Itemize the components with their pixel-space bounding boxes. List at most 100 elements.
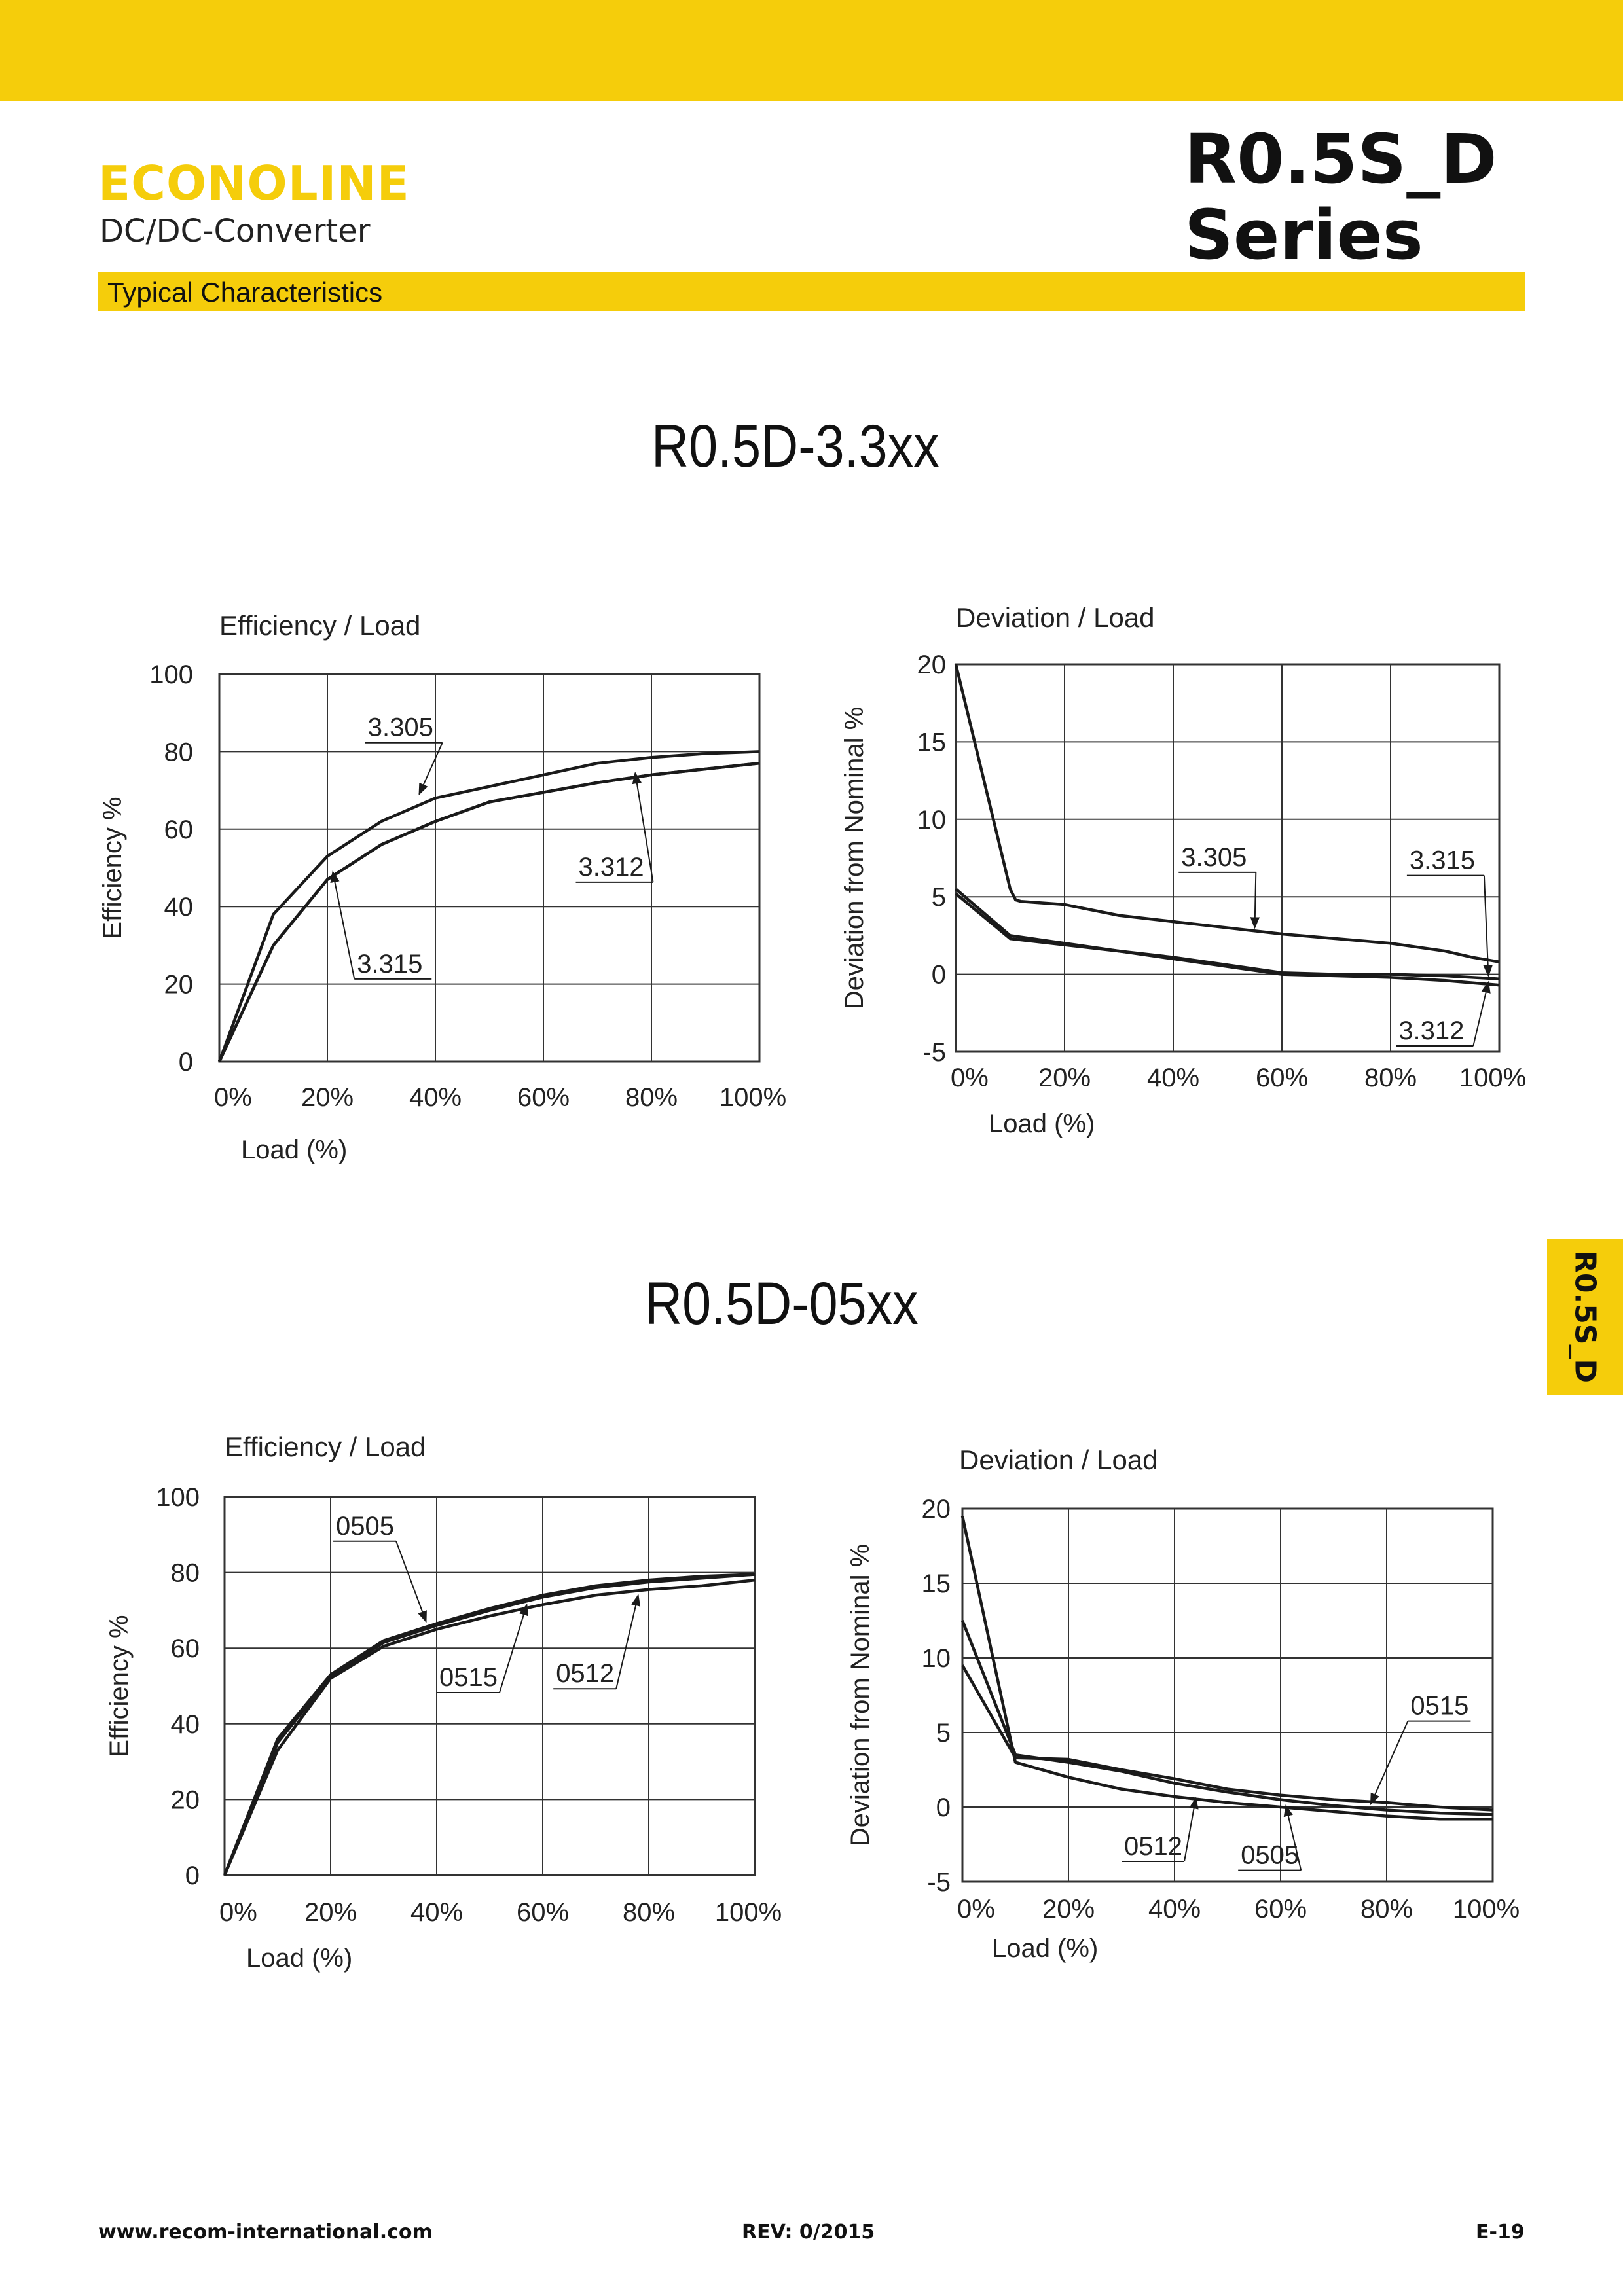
- annotation-arrow: [1483, 875, 1493, 977]
- y-tick-label: 100: [149, 660, 193, 689]
- y-axis-label: Efficiency %: [105, 1615, 134, 1757]
- annotation-arrow: [1250, 872, 1260, 929]
- x-tick-label: 80%: [1360, 1895, 1413, 1924]
- series-line-3.305: [954, 664, 1500, 963]
- y-tick-label: 60: [171, 1634, 200, 1663]
- series-line-0515: [223, 1578, 756, 1876]
- annotation-label: 3.305: [1181, 843, 1247, 872]
- x-tick-label: 0%: [951, 1064, 989, 1092]
- annotation-arrow: [330, 870, 356, 980]
- annotation-label: 0515: [1410, 1692, 1468, 1721]
- x-tick-label: 60%: [517, 1898, 569, 1927]
- x-tick-label: 40%: [1148, 1895, 1201, 1924]
- x-axis-label: Load (%): [246, 1944, 352, 1973]
- x-tick-label: 80%: [1364, 1064, 1417, 1092]
- x-tick-label: 0%: [219, 1898, 257, 1927]
- y-axis-label: Deviation from Nominal %: [846, 1544, 875, 1846]
- x-tick-label: 20%: [1038, 1064, 1091, 1092]
- x-tick-label: 80%: [625, 1083, 678, 1112]
- x-tick-label: 100%: [720, 1083, 786, 1112]
- annotation-label: 0505: [1241, 1841, 1299, 1870]
- annotation-label: 0512: [1124, 1832, 1182, 1861]
- y-tick-label: 10: [917, 806, 947, 834]
- footer-website[interactable]: www.recom-international.com: [98, 2221, 433, 2244]
- y-tick-label: 5: [936, 1719, 951, 1748]
- x-axis-label: Load (%): [241, 1136, 347, 1164]
- series-title: R0.5S_D Series: [1184, 121, 1525, 273]
- y-tick-label: 0: [932, 961, 946, 990]
- plot-frame: [223, 1496, 756, 1876]
- side-tab[interactable]: R0.5S_D: [1547, 1239, 1623, 1395]
- y-tick-label: 0: [936, 1793, 951, 1822]
- series-line-3.315: [217, 761, 760, 1062]
- annotation-label: 0512: [556, 1659, 614, 1688]
- product-type: DC/DC-Converter: [100, 213, 371, 249]
- annotation-arrow: [1472, 980, 1491, 1047]
- footer-revision: REV: 0/2015: [742, 2221, 875, 2244]
- series-line-3.315: [955, 892, 1500, 980]
- annotation-arrow: [1370, 1721, 1409, 1806]
- series-line-0512: [223, 1573, 756, 1876]
- annotation-arrow: [395, 1541, 427, 1623]
- model-title-05: R0.5D-05xx: [645, 1270, 919, 1337]
- model-title-3v3: R0.5D-3.3xx: [651, 413, 939, 480]
- plot-frame: [955, 663, 1501, 1053]
- y-tick-label: 15: [917, 728, 947, 757]
- annotation-arrow: [1184, 1797, 1199, 1862]
- y-tick-label: -5: [922, 1038, 946, 1067]
- series-line-0515: [961, 1664, 1493, 1812]
- x-tick-label: 60%: [1256, 1064, 1308, 1092]
- y-tick-label: 80: [164, 738, 194, 766]
- chart-title: Efficiency / Load: [219, 610, 420, 641]
- footer-page-number: E-19: [1476, 2221, 1525, 2244]
- x-tick-label: 40%: [409, 1083, 462, 1112]
- x-tick-label: 20%: [1042, 1895, 1095, 1924]
- x-axis-label: Load (%): [989, 1109, 1095, 1138]
- series-line-0505: [960, 1515, 1493, 1821]
- y-tick-label: 0: [185, 1861, 200, 1890]
- series-title-line2: Series: [1184, 195, 1423, 275]
- x-tick-label: 60%: [1254, 1895, 1307, 1924]
- annotation-label: 0505: [336, 1512, 394, 1541]
- series-line-3.305: [217, 750, 760, 1062]
- y-tick-label: 40: [164, 893, 194, 922]
- chart-title: Deviation / Load: [959, 1444, 1158, 1475]
- y-axis-label: Deviation from Nominal %: [840, 707, 869, 1009]
- series-title-line1: R0.5S_D: [1184, 119, 1497, 199]
- x-tick-label: 100%: [715, 1898, 782, 1927]
- annotation-label: 3.312: [1398, 1016, 1464, 1045]
- y-tick-label: 100: [156, 1483, 200, 1512]
- x-axis-label: Load (%): [992, 1934, 1098, 1963]
- x-tick-label: 20%: [304, 1898, 357, 1927]
- x-tick-label: 80%: [623, 1898, 675, 1927]
- x-tick-label: 0%: [957, 1895, 995, 1924]
- chart-title: Deviation / Load: [956, 602, 1155, 633]
- y-tick-label: 10: [922, 1644, 951, 1673]
- annotation-label: 3.315: [1410, 846, 1475, 875]
- y-tick-label: 20: [922, 1495, 951, 1524]
- section-title: Typical Characteristics: [107, 277, 383, 308]
- y-tick-label: 80: [171, 1559, 200, 1588]
- y-axis-label: Efficiency %: [98, 797, 127, 939]
- annotation-label: 0515: [439, 1663, 498, 1692]
- x-tick-label: 20%: [301, 1083, 354, 1112]
- annotation-label: 3.305: [368, 713, 433, 742]
- x-tick-label: 40%: [410, 1898, 463, 1927]
- brand-logo: ECONOLINE: [98, 156, 410, 211]
- series-line-3.312: [955, 888, 1500, 987]
- y-tick-label: 40: [171, 1710, 200, 1739]
- annotation-arrow: [418, 742, 443, 796]
- chart-title: Efficiency / Load: [225, 1431, 426, 1462]
- plot-frame: [961, 1507, 1494, 1883]
- y-tick-label: 20: [917, 651, 947, 679]
- y-tick-label: 5: [932, 883, 946, 912]
- annotation-label: 3.315: [357, 950, 422, 978]
- y-tick-label: 60: [164, 816, 194, 844]
- x-tick-label: 60%: [517, 1083, 570, 1112]
- y-tick-label: 15: [922, 1570, 951, 1598]
- y-tick-label: 20: [164, 971, 194, 999]
